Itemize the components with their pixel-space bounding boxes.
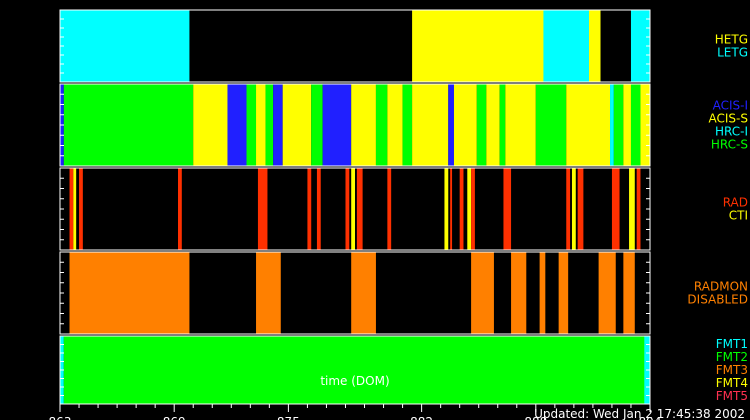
panel-radiation-segment-20 xyxy=(611,168,620,250)
legend-acis-i: ACIS-I xyxy=(713,99,748,113)
panel-radiation-segment-13 xyxy=(459,168,464,250)
panel-radiation-segment-15 xyxy=(471,168,475,250)
panel-radiation-segment-4 xyxy=(257,168,268,250)
panel-radiation-segment-7 xyxy=(345,168,350,250)
panel-radiation-segment-2 xyxy=(79,168,83,250)
panel-radmon-segment-2 xyxy=(351,252,376,334)
panel-radmon-segment-7 xyxy=(598,252,616,334)
panel-grating-segment-3 xyxy=(589,10,601,82)
panel-instrument-segment-17 xyxy=(448,84,454,166)
panel-radiation-segment-12 xyxy=(450,168,453,250)
x-tick-label-888: 888 xyxy=(524,415,547,420)
panel-instrument-segment-1 xyxy=(63,84,70,166)
panel-instrument-segment-29 xyxy=(640,84,650,166)
panel-radiation-segment-3 xyxy=(178,168,182,250)
panel-instrument-segment-3 xyxy=(193,84,228,166)
panel-instrument-segment-20 xyxy=(486,84,500,166)
panel-radiation-segment-22 xyxy=(636,168,641,250)
panel-radiation-segment-0 xyxy=(69,168,74,250)
panel-grating-segment-0 xyxy=(60,10,190,82)
x-tick-label-863: 863 xyxy=(49,415,72,420)
panel-radmon-segment-8 xyxy=(623,252,635,334)
legend-rad: RAD xyxy=(723,196,748,210)
panel-radiation-segment-11 xyxy=(444,168,449,250)
legend-fmt5: FMT5 xyxy=(716,389,748,403)
legend-fmt4: FMT4 xyxy=(716,376,748,390)
panel-radiation-segment-5 xyxy=(307,168,312,250)
panel-grating-segment-2 xyxy=(543,10,590,82)
panel-instrument-segment-15 xyxy=(402,84,413,166)
x-tick-label-882: 882 xyxy=(410,415,433,420)
panel-instrument-segment-27 xyxy=(623,84,631,166)
legend-fmt1: FMT1 xyxy=(716,337,748,351)
x-axis-label: time (DOM) xyxy=(320,374,389,388)
x-tick-label-869: 869 xyxy=(163,415,186,420)
panel-radiation-segment-1 xyxy=(73,168,77,250)
updated-timestamp: Updated: Wed Jan 2 17:45:38 2002 xyxy=(534,407,745,420)
panel-radiation-segment-16 xyxy=(503,168,512,250)
panel-instrument-segment-10 xyxy=(311,84,323,166)
panel-instrument-segment-23 xyxy=(535,84,567,166)
panel-instrument-segment-16 xyxy=(412,84,449,166)
panel-radiation-segment-6 xyxy=(316,168,321,250)
panel-radiation-segment-8 xyxy=(351,168,355,250)
legend-radmon: RADMON xyxy=(694,280,748,294)
panel-radmon-segment-4 xyxy=(511,252,527,334)
panel-radmon-segment-3 xyxy=(471,252,494,334)
panel-radmon-segment-0 xyxy=(69,252,190,334)
panel-instrument-segment-19 xyxy=(476,84,487,166)
panel-instrument-segment-25 xyxy=(610,84,614,166)
panel-instrument-segment-18 xyxy=(453,84,477,166)
panel-radmon-segment-6 xyxy=(558,252,569,334)
panel-instrument-segment-5 xyxy=(246,84,257,166)
panel-instrument-segment-8 xyxy=(273,84,283,166)
panel-instrument-segment-4 xyxy=(227,84,247,166)
panel-instrument-segment-22 xyxy=(505,84,536,166)
panel-instrument-segment-7 xyxy=(265,84,274,166)
panel-instrument-segment-12 xyxy=(351,84,376,166)
legend-disabled: DISABLED xyxy=(687,293,748,307)
legend-acis-s: ACIS-S xyxy=(709,112,748,126)
x-tick-label-894: 894 xyxy=(639,415,662,420)
panel-instrument-segment-21 xyxy=(499,84,506,166)
panel-instrument-segment-26 xyxy=(613,84,624,166)
panel-radiation-segment-14 xyxy=(467,168,472,250)
legend-hetg: HETG xyxy=(715,33,748,47)
panel-radmon-segment-5 xyxy=(539,252,546,334)
legend-hrc-i: HRC-I xyxy=(715,125,748,139)
legend-fmt3: FMT3 xyxy=(716,363,748,377)
panel-grating-segment-4 xyxy=(630,10,650,82)
panel-radiation-segment-9 xyxy=(356,168,363,250)
panel-instrument-segment-9 xyxy=(282,84,312,166)
panel-instrument-segment-2 xyxy=(69,84,194,166)
panel-radiation-segment-19 xyxy=(577,168,584,250)
panel-instrument-segment-13 xyxy=(375,84,388,166)
panel-instrument-segment-6 xyxy=(256,84,266,166)
panel-instrument-segment-28 xyxy=(630,84,641,166)
legend-cti: CTI xyxy=(729,209,748,223)
panel-radiation-segment-21 xyxy=(629,168,635,250)
panel-radiation-segment-18 xyxy=(571,168,576,250)
panel-instrument-segment-14 xyxy=(387,84,403,166)
panel-radiation-segment-10 xyxy=(387,168,392,250)
panel-radmon-segment-1 xyxy=(256,252,281,334)
panel-instrument-segment-24 xyxy=(566,84,611,166)
x-tick-label-875: 875 xyxy=(277,415,300,420)
legend-letg: LETG xyxy=(717,46,748,60)
panel-format-segment-1 xyxy=(63,336,647,404)
legend-fmt2: FMT2 xyxy=(716,350,748,364)
panel-instrument-segment-11 xyxy=(322,84,352,166)
panel-radiation-segment-17 xyxy=(566,168,571,250)
legend-hrc-s: HRC-S xyxy=(711,138,748,152)
